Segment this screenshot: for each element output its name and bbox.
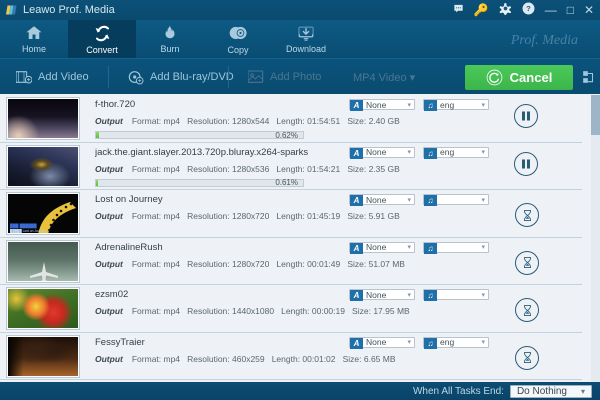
svg-text:█████ Lost on Journey: █████ Lost on Journey — [10, 229, 46, 233]
svg-text:?: ? — [526, 4, 531, 13]
